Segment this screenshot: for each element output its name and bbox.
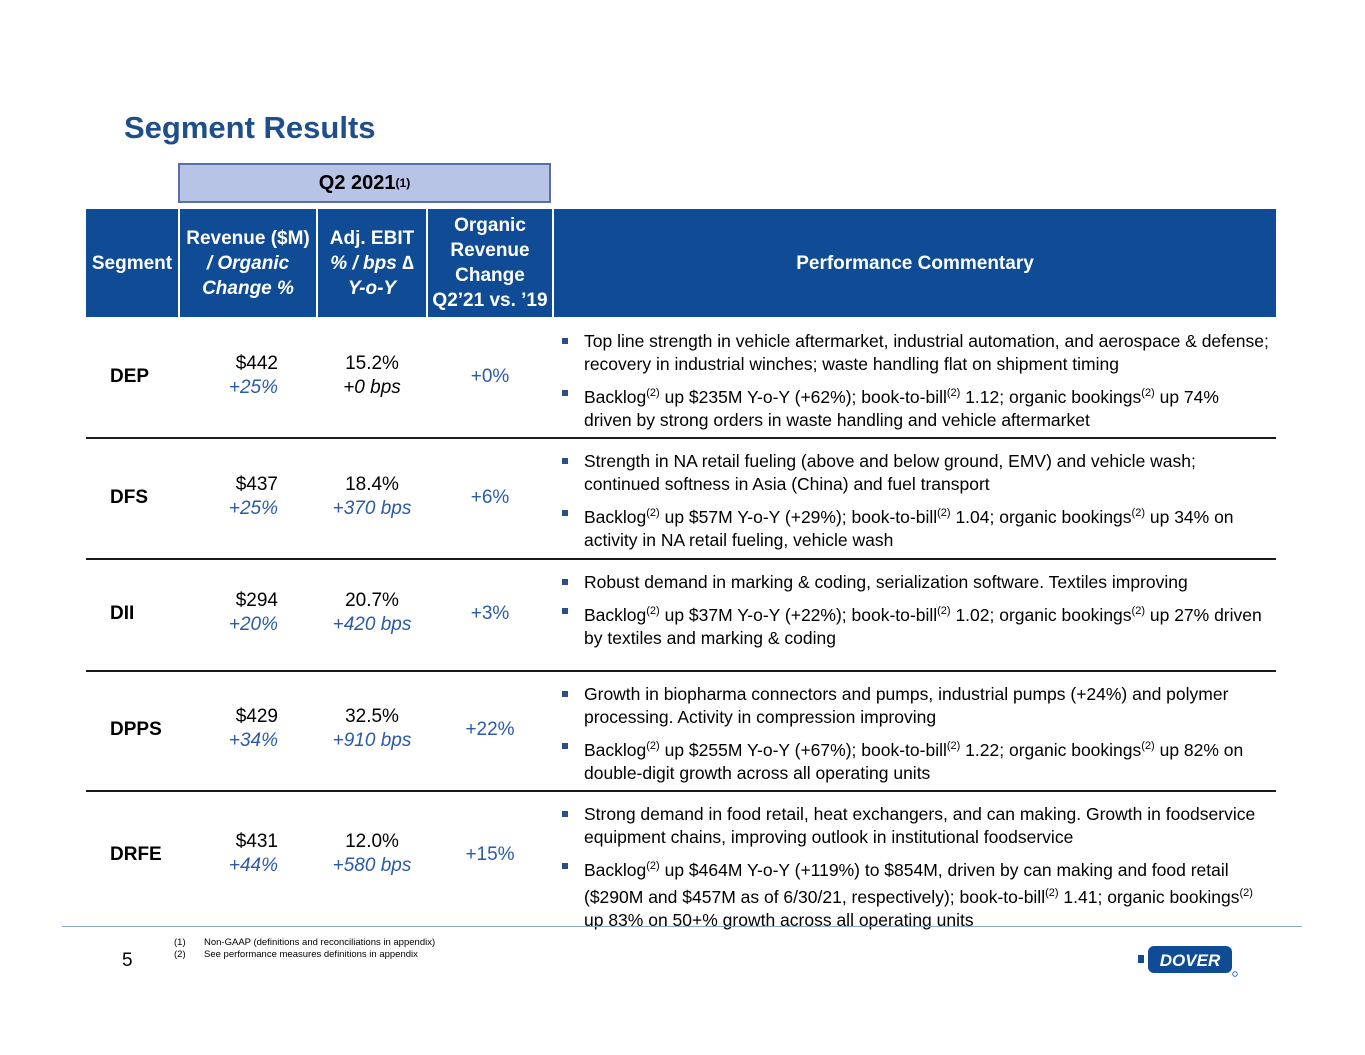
commentary-bullet: Growth in biopharma connectors and pumps…: [560, 683, 1270, 729]
organic-change-value: +20%: [228, 614, 278, 635]
organic-change-value: +34%: [228, 730, 278, 751]
page-title: Segment Results: [124, 110, 376, 145]
row-divider: [86, 558, 1276, 560]
commentary-bullet: Strength in NA retail fueling (above and…: [560, 450, 1270, 496]
dover-logo: DOVER: [1138, 946, 1238, 977]
header-commentary: Performance Commentary: [796, 252, 1034, 274]
organic-vs19-value: +6%: [470, 486, 510, 508]
footer-divider: [62, 926, 1302, 927]
commentary-cell: Strong demand in food retail, heat excha…: [560, 803, 1270, 938]
table-row: DEP $442 +25% 15.2% +0 bps +0% Top line …: [86, 318, 1276, 438]
organic-vs19-value: +22%: [465, 719, 515, 740]
table-header: Segment Revenue ($M) / Organic Change % Ad…: [86, 209, 1276, 317]
organic-change-value: +25%: [228, 497, 278, 519]
header-organic: Organic Revenue Change Q2’21 vs. ’19: [432, 215, 548, 311]
ebit-cell: 18.4% +370 bps: [318, 473, 426, 521]
header-segment: Segment: [91, 252, 173, 274]
commentary-bullet: Strong demand in food retail, heat excha…: [560, 803, 1270, 849]
row-divider: [86, 670, 1276, 672]
revenue-cell: $294 +20%: [186, 589, 278, 637]
segment-name: DPPS: [110, 719, 162, 740]
period-note: (1): [395, 176, 411, 190]
ebit-cell: 20.7% +420 bps: [318, 589, 426, 637]
organic-vs19-value: +0%: [470, 366, 510, 387]
organic-vs19-value: +3%: [470, 603, 510, 624]
row-divider: [86, 790, 1276, 792]
commentary-bullet: Backlog(2) up $464M Y-o-Y (+119%) to $85…: [560, 855, 1270, 932]
table-row: DII $294 +20% 20.7% +420 bps +3% Robust …: [86, 559, 1276, 671]
ebit-value: 12.0%: [345, 831, 399, 852]
revenue-value: $442: [235, 353, 278, 374]
ebit-value: 32.5%: [345, 706, 399, 727]
commentary-bullet: Top line strength in vehicle aftermarket…: [560, 330, 1270, 376]
ebit-bps-value: +420 bps: [332, 614, 412, 635]
ebit-cell: 32.5% +910 bps: [318, 705, 426, 753]
ebit-cell: 15.2% +0 bps: [318, 352, 426, 400]
period-label: Q2 2021 (1): [178, 163, 551, 203]
header-divider: [426, 209, 428, 317]
ebit-bps-value: +910 bps: [332, 730, 412, 751]
segment-name: DRFE: [110, 844, 162, 865]
ebit-cell: 12.0% +580 bps: [318, 830, 426, 878]
ebit-value: 20.7%: [345, 590, 399, 611]
ebit-value: 18.4%: [345, 473, 399, 495]
commentary-cell: Top line strength in vehicle aftermarket…: [560, 330, 1270, 438]
commentary-bullet: Backlog(2) up $37M Y-o-Y (+22%); book-to…: [560, 600, 1270, 650]
commentary-cell: Strength in NA retail fueling (above and…: [560, 450, 1270, 558]
revenue-value: $429: [235, 706, 278, 727]
ebit-bps-value: +580 bps: [332, 855, 412, 876]
commentary-bullet: Robust demand in marking & coding, seria…: [560, 571, 1270, 594]
header-revenue: Revenue ($M) / Organic Change %: [186, 227, 310, 299]
footnote-1: (1) Non-GAAP (definitions and reconciliat…: [174, 937, 436, 948]
revenue-cell: $437 +25%: [186, 473, 278, 521]
segment-name: DEP: [110, 366, 150, 387]
period-text: Q2 2021: [318, 171, 396, 194]
ebit-value: 15.2%: [345, 353, 399, 374]
revenue-value: $437: [235, 473, 278, 495]
revenue-cell: $431 +44%: [186, 830, 278, 878]
commentary-bullet: Backlog(2) up $255M Y-o-Y (+67%); book-t…: [560, 735, 1270, 785]
commentary-cell: Growth in biopharma connectors and pumps…: [560, 683, 1270, 791]
revenue-cell: $429 +34%: [186, 705, 278, 753]
organic-change-value: +44%: [228, 855, 278, 876]
organic-change-value: +25%: [228, 377, 278, 398]
footnote-2: (2) See performance measures definitions …: [174, 949, 418, 960]
revenue-cell: $442 +25%: [186, 352, 278, 400]
commentary-bullet: Backlog(2) up $235M Y-o-Y (+62%); book-t…: [560, 382, 1270, 432]
table-row: DRFE $431 +44% 12.0% +580 bps +15% Stron…: [86, 791, 1276, 930]
header-divider: [178, 209, 180, 317]
ebit-bps-value: +370 bps: [332, 497, 412, 519]
commentary-bullet: Backlog(2) up $57M Y-o-Y (+29%); book-to…: [560, 502, 1270, 552]
commentary-cell: Robust demand in marking & coding, seria…: [560, 571, 1270, 656]
table-row: DFS $437 +25% 18.4% +370 bps +6% Strengt…: [86, 438, 1276, 559]
header-divider: [552, 209, 554, 317]
segment-name: DFS: [110, 486, 148, 508]
logo-text: DOVER: [1160, 951, 1221, 970]
table-row: DPPS $429 +34% 32.5% +910 bps +22% Growt…: [86, 671, 1276, 791]
organic-vs19-value: +15%: [465, 844, 515, 865]
segment-name: DII: [110, 603, 135, 624]
page-number: 5: [122, 950, 133, 971]
revenue-value: $294: [235, 590, 278, 611]
row-divider: [86, 437, 1276, 439]
header-divider: [316, 209, 318, 317]
ebit-bps-value: +0 bps: [343, 377, 401, 398]
revenue-value: $431: [235, 831, 278, 852]
header-ebit: Adj. EBIT% / bps ∆ Y-o-Y: [329, 227, 415, 299]
